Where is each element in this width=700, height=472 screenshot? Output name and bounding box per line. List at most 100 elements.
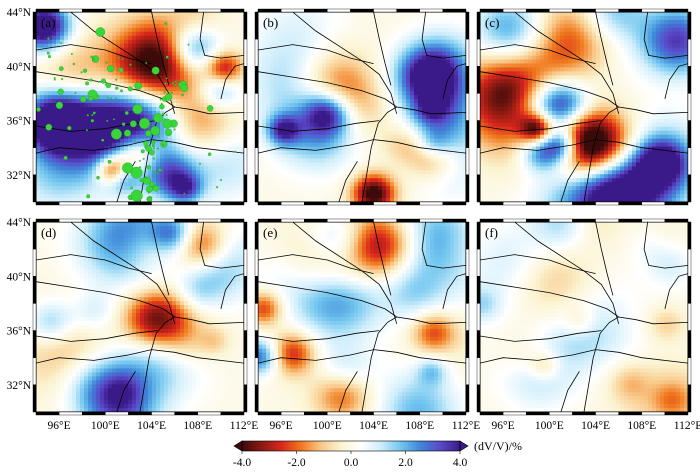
grid-cell [56,83,61,88]
grid-cell [442,12,447,17]
grid-cell [232,122,237,128]
grid-cell [422,12,427,17]
grid-cell [184,130,189,136]
grid-cell [394,39,399,45]
grid-cell [362,178,367,183]
grid-cell [52,71,57,76]
grid-cell [60,51,65,57]
grid-cell [410,174,415,179]
grid-cell [96,170,101,175]
grid-cell [386,12,391,17]
grid-cell [418,51,423,57]
grid-cell [410,126,415,132]
grid-cell [36,162,41,167]
grid-cell [286,87,291,92]
grid-cell [298,126,303,132]
grid-cell [378,110,383,116]
grid-cell [176,71,181,76]
grid-cell [76,63,81,69]
grid-cell [406,59,411,65]
grid-cell [104,51,109,57]
grid-cell [212,174,217,179]
grid-cell [112,47,117,53]
grid-cell [196,75,201,80]
grid-cell [318,15,323,21]
grid-cell [240,162,244,167]
grid-cell [196,19,201,25]
grid-cell [422,27,427,33]
earthquake-event [206,105,214,112]
grid-cell [282,47,287,53]
grid-cell [434,166,439,171]
grid-cell [212,190,217,195]
grid-cell [100,154,105,160]
grid-cell [52,63,57,69]
grid-cell [204,19,209,25]
grid-cell [286,59,291,65]
grid-cell [298,79,303,84]
grid-cell [270,174,275,179]
grid-cell [330,118,335,124]
grid-cell [48,154,53,160]
grid-cell [274,71,279,76]
grid-cell [220,63,225,69]
grid-cell [458,43,463,49]
grid-cell [430,51,435,57]
grid-cell [176,39,181,45]
grid-cell [36,39,41,45]
grid-cell [96,35,101,41]
grid-cell [40,170,45,175]
grid-cell [64,166,69,171]
grid-cell [36,103,41,108]
frame-tick [58,8,83,13]
grid-cell [350,91,355,96]
grid-cell [370,51,375,57]
earthquake-event [107,159,112,164]
grid-cell [160,162,165,167]
grid-cell [228,27,233,33]
grid-cell [164,35,169,41]
grid-cell [390,12,395,17]
grid-cell [52,51,57,57]
grid-cell [434,142,439,148]
grid-cell [96,146,101,152]
grid-cell [422,146,427,152]
grid-cell [168,79,173,84]
grid-cell [298,110,303,116]
grid-cell [366,19,371,25]
grid-cell [450,35,455,41]
grid-cell [306,99,311,104]
grid-cell [144,75,149,80]
grid-cell [92,186,97,191]
grid-cell [358,178,363,183]
grid-cell [40,51,45,57]
grid-cell [68,170,73,175]
grid-cell [100,39,105,45]
earthquake-event [139,178,144,183]
grid-cell [446,95,451,100]
grid-cell [302,55,307,61]
grid-cell [92,47,97,53]
grid-cell [394,51,399,57]
grid-cell [306,134,311,140]
grid-cell [298,134,303,140]
grid-cell [176,47,181,53]
grid-cell [394,114,399,120]
grid-cell [310,55,315,61]
grid-cell [120,170,125,175]
grid-cell [318,107,323,112]
grid-cell [164,198,169,202]
earthquake-event [130,186,133,190]
grid-cell [36,99,41,104]
grid-cell [96,122,101,128]
grid-cell [310,134,315,140]
grid-cell [430,31,435,37]
grid-cell [168,190,173,195]
grid-cell [48,114,53,120]
grid-cell [40,87,45,92]
grid-cell [152,95,157,100]
grid-cell [128,75,133,80]
grid-cell [168,178,173,183]
grid-cell [108,95,113,100]
grid-cell [342,138,347,144]
